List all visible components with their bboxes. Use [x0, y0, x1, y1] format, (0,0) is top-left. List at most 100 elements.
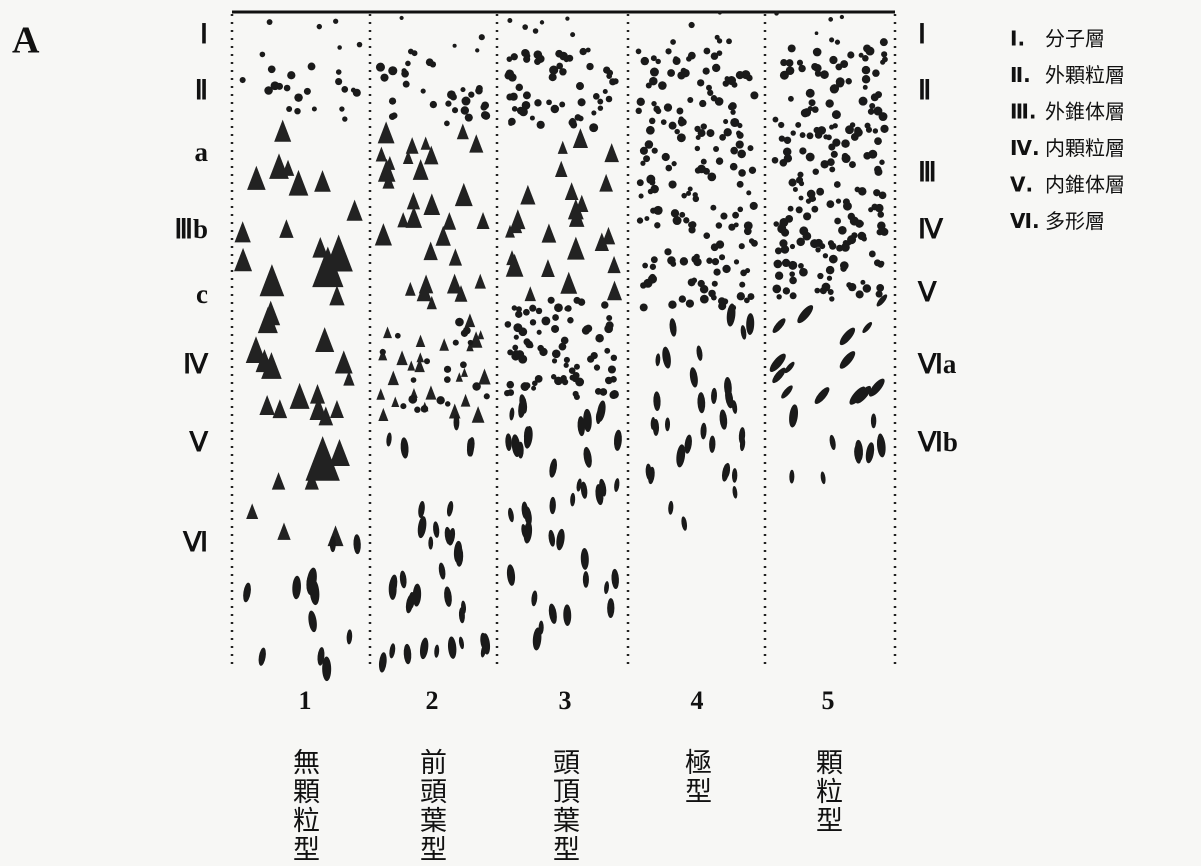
- granule-cell: [779, 239, 788, 248]
- granule-cell: [841, 154, 851, 164]
- pyramidal-cell: [424, 145, 439, 165]
- column-name: 頭頂葉型: [549, 748, 579, 864]
- pyramidal-cell: [272, 399, 288, 419]
- granule-cell: [460, 361, 467, 369]
- granule-cell: [780, 58, 788, 67]
- granule-cell: [788, 178, 797, 187]
- granule-cell: [515, 310, 523, 318]
- granule-cell: [561, 378, 569, 386]
- granule-cell: [788, 260, 798, 270]
- granule-cell: [858, 96, 868, 106]
- fusiform-cell: [444, 526, 452, 545]
- granule-cell: [722, 80, 730, 87]
- granule-cell: [535, 307, 543, 315]
- pyramidal-cell: [318, 406, 334, 426]
- granule-cell: [311, 106, 317, 112]
- granule-cell: [779, 70, 789, 80]
- granule-cell: [795, 122, 802, 128]
- granule-cell: [651, 100, 657, 107]
- granule-cell: [480, 111, 490, 120]
- granule-cell: [551, 324, 560, 333]
- granule-cell: [732, 211, 740, 219]
- fusiform-cell: [709, 435, 716, 453]
- pyramidal-cell: [510, 209, 526, 230]
- fusiform-cell: [580, 481, 588, 499]
- granule-cell: [520, 382, 530, 391]
- granule-cell: [573, 363, 580, 370]
- granule-cell: [529, 115, 535, 121]
- granule-cell: [379, 348, 386, 356]
- granule-cell: [606, 69, 614, 76]
- fusiform-cell: [613, 429, 622, 451]
- granule-cell: [833, 181, 841, 188]
- granule-cell: [779, 158, 788, 167]
- granule-cell: [719, 254, 726, 261]
- granule-cell: [560, 336, 569, 345]
- right-layer-label: Ⅳ: [918, 214, 944, 244]
- granule-cell: [785, 59, 794, 67]
- column-name: 前頭葉型: [416, 748, 446, 864]
- granule-cell: [736, 292, 745, 301]
- pyramidal-cell: [416, 352, 425, 363]
- granule-cell: [820, 160, 829, 169]
- granule-cell: [558, 342, 567, 351]
- granule-cell: [789, 271, 795, 277]
- granule-cell: [532, 28, 539, 34]
- granule-cell: [806, 189, 816, 199]
- granule-cell: [523, 338, 531, 346]
- pyramidal-cell: [448, 248, 463, 266]
- pyramidal-cell: [456, 123, 469, 140]
- pyramidal-cell: [448, 403, 461, 419]
- granule-cell: [715, 240, 725, 249]
- fusiform-cell: [538, 620, 544, 635]
- granule-cell: [750, 91, 759, 100]
- pyramidal-cell: [288, 169, 309, 196]
- granule-cell: [483, 393, 490, 400]
- pyramidal-cell: [269, 153, 289, 179]
- column-number: 4: [691, 686, 704, 715]
- granule-cell: [817, 272, 824, 280]
- pyramidal-cell: [420, 136, 431, 150]
- granule-cell: [529, 304, 537, 312]
- granule-cell: [524, 52, 531, 60]
- granule-cell: [694, 145, 701, 152]
- granule-cell: [548, 73, 557, 82]
- fusiform-cell: [438, 562, 446, 580]
- granule-cell: [774, 247, 782, 255]
- granule-cell: [405, 60, 411, 67]
- fusiform-cell: [732, 486, 738, 499]
- fusiform-cell: [548, 603, 557, 624]
- granule-cell: [715, 157, 724, 165]
- granule-cell: [550, 104, 560, 114]
- granule-cell: [799, 132, 806, 138]
- granule-cell: [507, 18, 513, 23]
- right-layer-label: Ⅵb: [917, 427, 958, 457]
- pyramidal-cell: [414, 358, 425, 373]
- granule-cell: [686, 190, 692, 196]
- granule-cell: [589, 123, 599, 133]
- fusiform-cell: [417, 516, 427, 539]
- granule-cell: [554, 376, 563, 386]
- granule-cell: [692, 192, 698, 198]
- granule-cell: [834, 39, 841, 45]
- granule-cell: [565, 16, 570, 21]
- granule-cell: [636, 217, 644, 224]
- granule-cell: [648, 117, 656, 125]
- granule-cell: [781, 258, 791, 268]
- cells: [234, 10, 889, 682]
- granule-cell: [400, 403, 407, 410]
- pyramidal-cell: [557, 140, 568, 154]
- granule-cell: [771, 156, 779, 164]
- granule-cell: [719, 134, 727, 141]
- granule-cell: [638, 193, 644, 199]
- fusiform-cell: [433, 521, 440, 538]
- pyramidal-cell: [415, 334, 426, 348]
- granule-cell: [307, 62, 316, 71]
- granule-cell: [654, 222, 661, 229]
- granule-cell: [706, 129, 715, 138]
- granule-cell: [605, 376, 612, 384]
- granule-cell: [839, 14, 845, 20]
- granule-cell: [854, 126, 862, 134]
- granule-cell: [599, 388, 608, 396]
- fusiform-cell: [711, 387, 717, 405]
